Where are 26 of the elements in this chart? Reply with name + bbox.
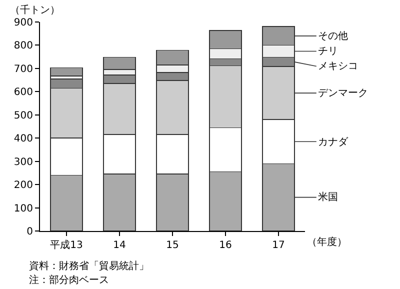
y-tick-label: 300 xyxy=(14,156,33,168)
y-tick-label: 600 xyxy=(14,87,33,98)
y-axis-title: （千トン） xyxy=(10,4,60,16)
x-tick-label: 14 xyxy=(113,240,126,251)
y-tick-label: 0 xyxy=(26,226,33,238)
legend-label: デンマーク xyxy=(318,88,368,99)
legend-label: チリ xyxy=(318,46,338,57)
y-tick-label: 400 xyxy=(14,134,33,145)
bar xyxy=(50,67,83,76)
y-tick-label: 700 xyxy=(14,64,33,75)
y-tick-label: 900 xyxy=(14,18,33,28)
y-tick-label: 100 xyxy=(14,203,33,214)
x-axis-title: （年度） xyxy=(307,236,347,248)
text: 資料：財務省「貿易統計」 xyxy=(29,260,149,272)
x-tick-label: 平成13 xyxy=(50,239,83,251)
legend-label: カナダ xyxy=(318,136,349,148)
x-tick-label: 17 xyxy=(272,240,285,251)
x-tick-label: 15 xyxy=(166,240,179,251)
y-tick-label: 500 xyxy=(14,110,33,122)
text: 注：部分肉ベース xyxy=(29,274,109,286)
legend-label: メキシコ xyxy=(318,61,358,72)
y-tick-label: 200 xyxy=(14,180,33,192)
x-tick-label: 16 xyxy=(219,240,232,251)
legend-label: その他 xyxy=(318,30,348,42)
y-tick-label: 800 xyxy=(14,40,33,52)
legend-label: 米国 xyxy=(318,191,338,203)
